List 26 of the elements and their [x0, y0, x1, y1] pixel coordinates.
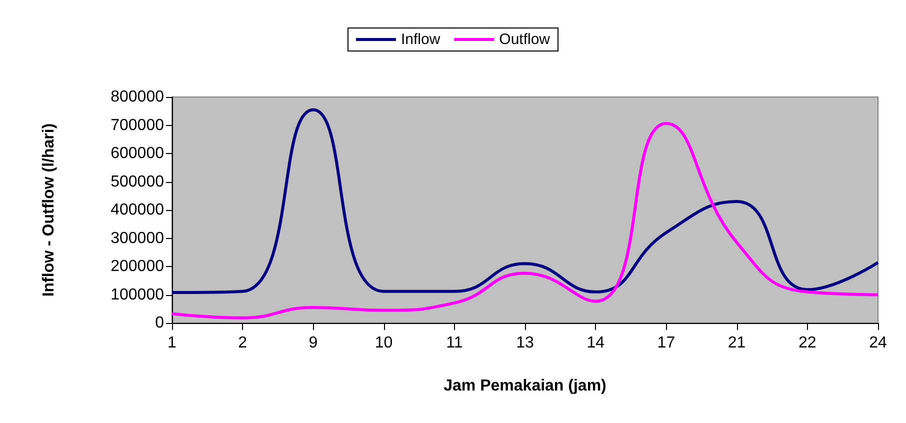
line-series [170, 122, 880, 320]
y-tick-label: 100000 [110, 286, 164, 304]
x-tick-label: 2 [238, 334, 248, 352]
x-tick-label: 13 [516, 334, 534, 352]
y-axis-title: Inflow - Outflow (l/hari) [40, 123, 58, 297]
y-tick-label: 800000 [110, 88, 164, 106]
x-tick-label: 14 [586, 334, 605, 352]
y-tick-label: 600000 [110, 145, 164, 162]
y-tick-label: 500000 [110, 173, 164, 190]
y-tick-label: 700000 [110, 116, 164, 134]
x-axis-title: Jam Pemakaian (jam) [444, 378, 606, 394]
x-tick-label: 21 [728, 334, 746, 352]
x-tick-label: 22 [798, 334, 816, 352]
legend-label: Inflow [400, 31, 440, 48]
line-series [170, 108, 880, 294]
y-tick-label: 0 [155, 314, 164, 332]
x-tick-label: 9 [308, 334, 318, 352]
y-tick-label: 300000 [110, 230, 164, 247]
y-tick-label: 400000 [110, 202, 164, 218]
x-tick-label: 24 [869, 334, 887, 352]
y-tick-label: 200000 [110, 258, 164, 275]
x-tick-label: 17 [657, 334, 676, 352]
x-tick-label: 11 [446, 334, 463, 352]
x-tick-label: 10 [374, 334, 393, 352]
x-tick-label: 1 [168, 334, 177, 352]
legend-label: Outflow [499, 31, 550, 48]
